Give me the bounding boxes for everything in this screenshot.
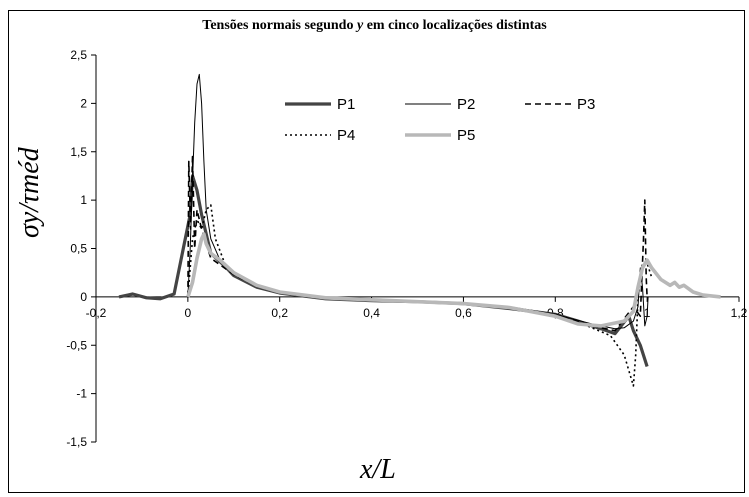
y-tick-label: 0 bbox=[80, 290, 87, 304]
y-tick-label: -1,5 bbox=[66, 435, 87, 449]
x-tick-label: 0,6 bbox=[455, 306, 472, 320]
x-tick-label: 0,2 bbox=[271, 306, 288, 320]
series-line-p3 bbox=[187, 155, 648, 332]
legend-label-p2: P2 bbox=[457, 96, 475, 113]
y-tick-label: 2 bbox=[80, 96, 87, 110]
legend-label-p3: P3 bbox=[577, 96, 595, 113]
x-tick-label: 0,4 bbox=[363, 306, 380, 320]
chart-frame bbox=[8, 10, 745, 493]
x-tick-label: 0 bbox=[185, 306, 192, 320]
y-tick-label: -1 bbox=[76, 387, 87, 401]
series-line-p4 bbox=[187, 204, 653, 387]
x-tick-label: 1,2 bbox=[731, 306, 748, 320]
chart-title: Tensões normais segundo y em cinco local… bbox=[202, 18, 547, 33]
y-tick-label: 0,5 bbox=[70, 242, 87, 256]
legend-label-p4: P4 bbox=[337, 127, 355, 144]
x-tick-label: -0,2 bbox=[86, 306, 107, 320]
y-tick-label: 1,5 bbox=[70, 145, 87, 159]
legend-label-p1: P1 bbox=[337, 96, 355, 113]
y-tick-label: 2,5 bbox=[70, 48, 87, 62]
series-line-p1 bbox=[118, 174, 649, 367]
legend-label-p5: P5 bbox=[457, 127, 475, 144]
y-tick-label: -0,5 bbox=[66, 338, 87, 352]
y-tick-label: 1 bbox=[80, 193, 87, 207]
series-line-p5 bbox=[186, 232, 721, 328]
y-axis-label: σy/τméd bbox=[14, 147, 45, 238]
x-axis-label: x/L bbox=[360, 454, 396, 485]
